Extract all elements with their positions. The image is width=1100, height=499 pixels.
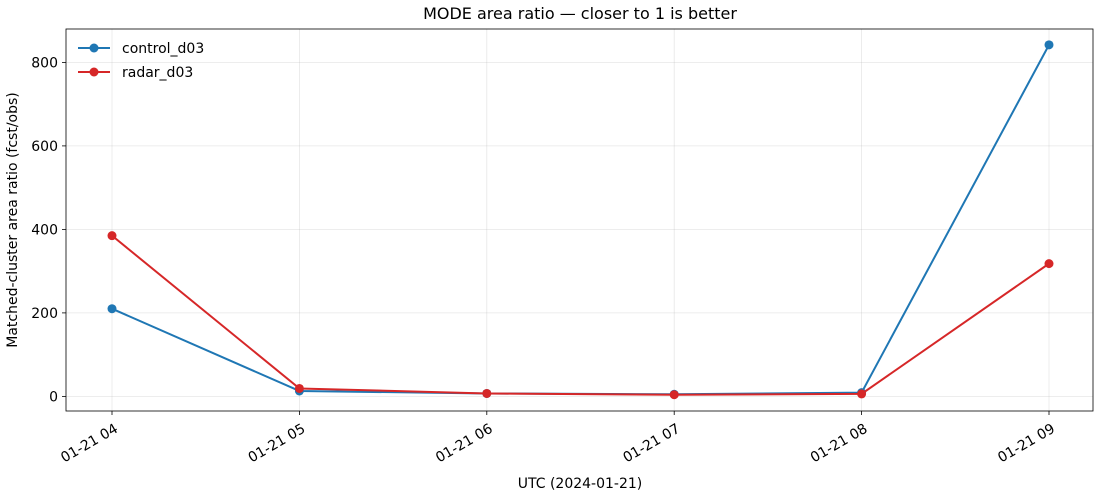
data-point [294,383,304,393]
x-axis-label: UTC (2024-01-21) [518,476,643,492]
legend-marker [89,67,99,77]
data-point [1044,40,1054,50]
data-point [669,390,679,400]
data-point [107,304,117,314]
gridlines [66,29,1093,411]
legend-label: radar_d03 [122,65,193,81]
y-tick-label: 800 [31,55,58,71]
y-tick-label: 0 [49,389,58,405]
series-layer [107,40,1054,400]
y-tick-label: 400 [31,222,58,238]
legend-item: control_d03 [78,41,204,57]
series-line [111,234,1050,396]
legend: control_d03 radar_d03 [78,41,204,81]
plot-frame [65,28,1094,412]
legend-item: radar_d03 [78,65,193,81]
y-tick-label: 600 [31,139,58,155]
data-point [107,231,117,241]
y-axis: 0 200 400 600 800 [31,55,66,405]
chart-title: MODE area ratio — closer to 1 is better [423,4,737,23]
series-radar_d03 [107,231,1054,400]
y-tick-label: 200 [31,306,58,322]
data-point [1044,259,1054,269]
legend-marker [89,43,99,53]
legend-label: control_d03 [122,41,204,57]
y-axis-label: Matched-cluster area ratio (fcst/obs) [5,92,21,348]
data-point [857,389,867,399]
data-point [482,388,492,398]
